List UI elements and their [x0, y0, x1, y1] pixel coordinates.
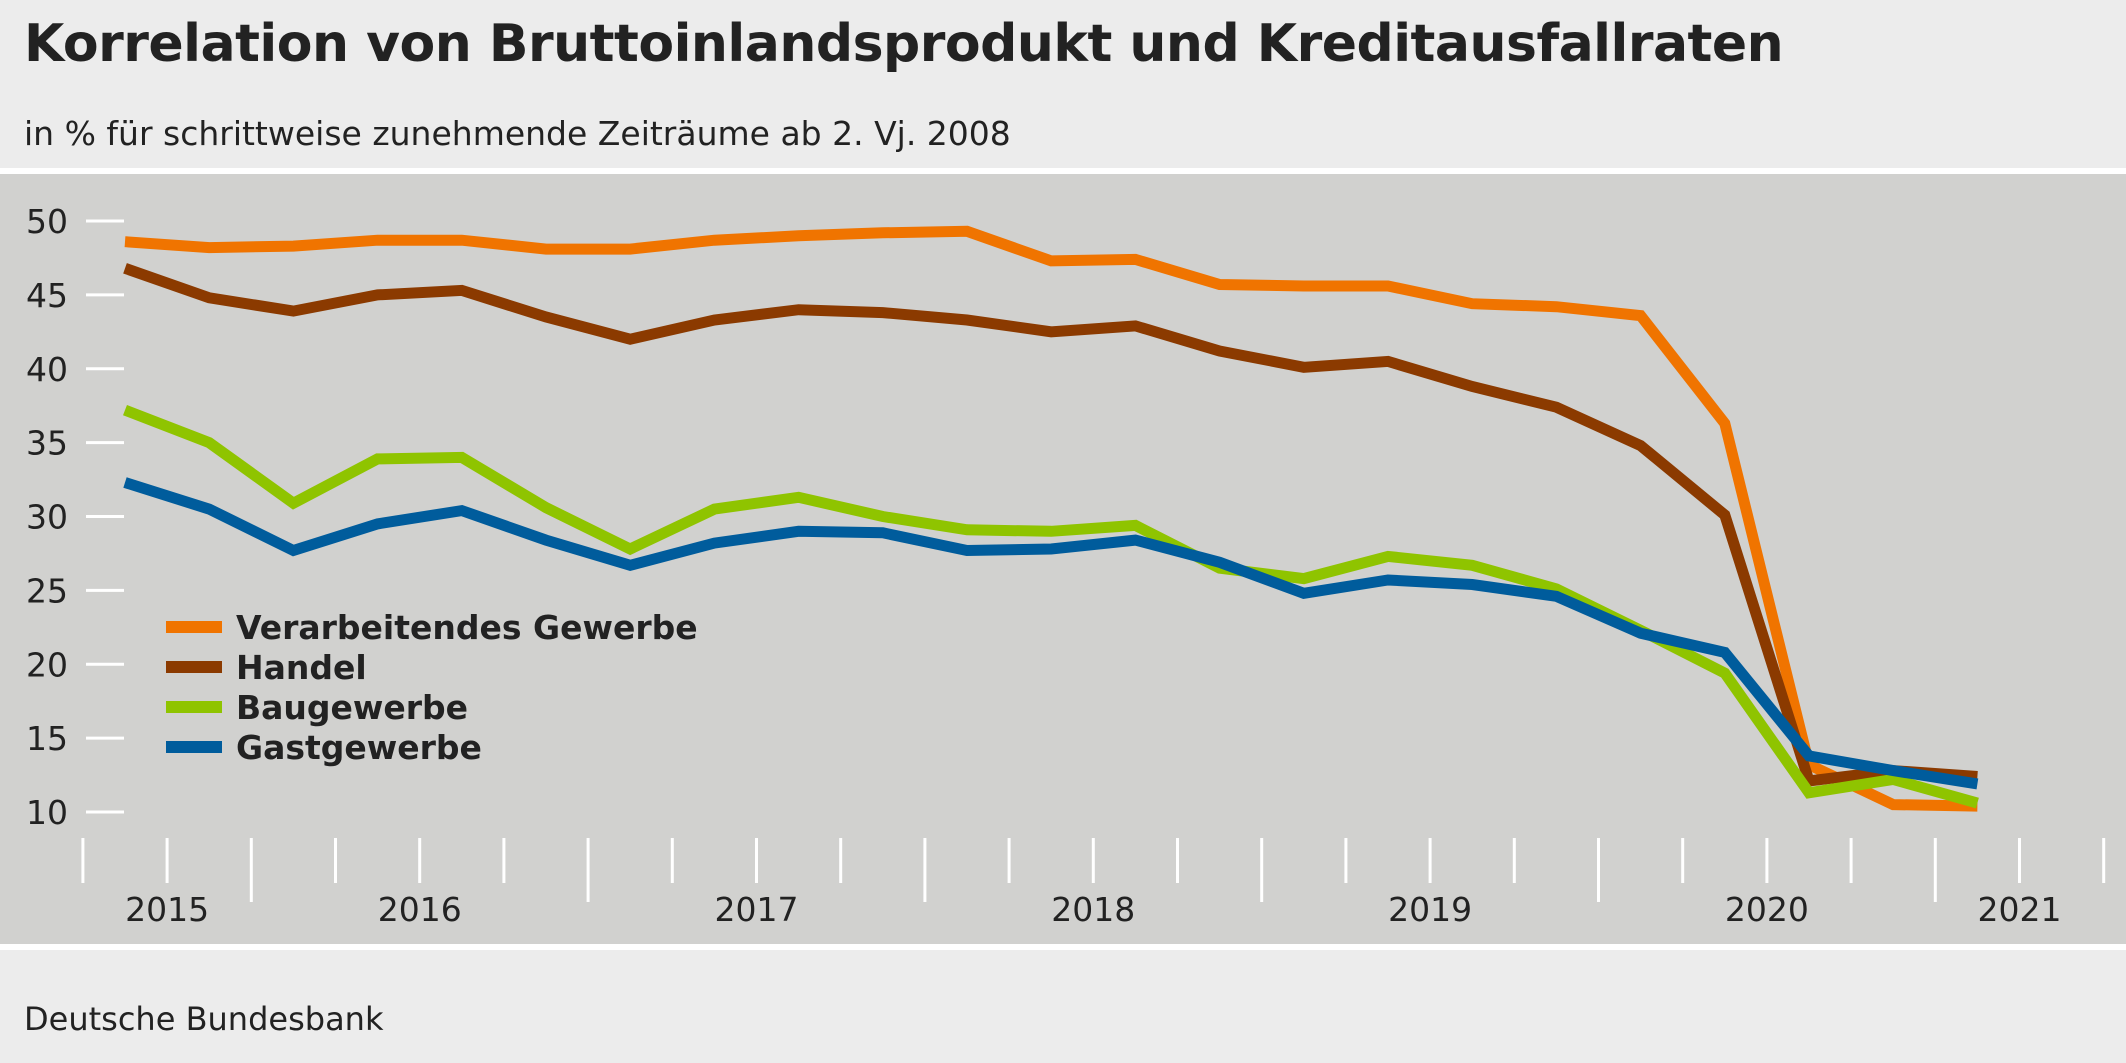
y-axis: 10 15 20 25 30 35 40 45 50 [26, 202, 124, 832]
x-axis: 2015 2016 2017 2018 2019 2020 2021 [81, 838, 2106, 929]
x-year-label: 2021 [1978, 890, 2062, 929]
x-year-label: 2017 [715, 890, 799, 929]
legend-label: Gastgewerbe [236, 728, 482, 767]
legend-label: Handel [236, 648, 367, 687]
legend: Verarbeitendes GewerbeHandelBaugewerbeGa… [166, 608, 698, 767]
y-tick-label: 20 [26, 645, 68, 684]
source-label: Deutsche Bundesbank [24, 1000, 384, 1038]
y-tick-label: 30 [26, 498, 68, 537]
legend-swatch [166, 701, 222, 713]
legend-label: Baugewerbe [236, 688, 468, 727]
legend-swatch [166, 741, 222, 753]
top-divider [0, 168, 2126, 174]
chart-title: Korrelation von Bruttoinlandsprodukt und… [24, 14, 1784, 74]
x-year-label: 2019 [1388, 890, 1472, 929]
chart-subtitle: in % für schrittweise zunehmende Zeiträu… [24, 114, 1011, 153]
legend-swatch [166, 621, 222, 633]
y-tick-label: 50 [26, 202, 68, 241]
y-tick-label: 40 [26, 350, 68, 389]
bottom-divider [0, 944, 2126, 950]
series-lines [123, 225, 1979, 812]
y-tick-label: 10 [26, 793, 68, 832]
x-year-label: 2015 [125, 890, 209, 929]
x-year-label: 2016 [378, 890, 462, 929]
x-year-label: 2018 [1051, 890, 1135, 929]
legend-label: Verarbeitendes Gewerbe [236, 608, 698, 647]
legend-swatch [166, 661, 222, 673]
plot-area [0, 174, 2126, 944]
y-tick-label: 35 [26, 424, 68, 463]
x-year-label: 2020 [1725, 890, 1809, 929]
y-tick-label: 15 [26, 719, 68, 758]
y-tick-label: 25 [26, 571, 68, 610]
y-tick-label: 45 [26, 276, 68, 315]
